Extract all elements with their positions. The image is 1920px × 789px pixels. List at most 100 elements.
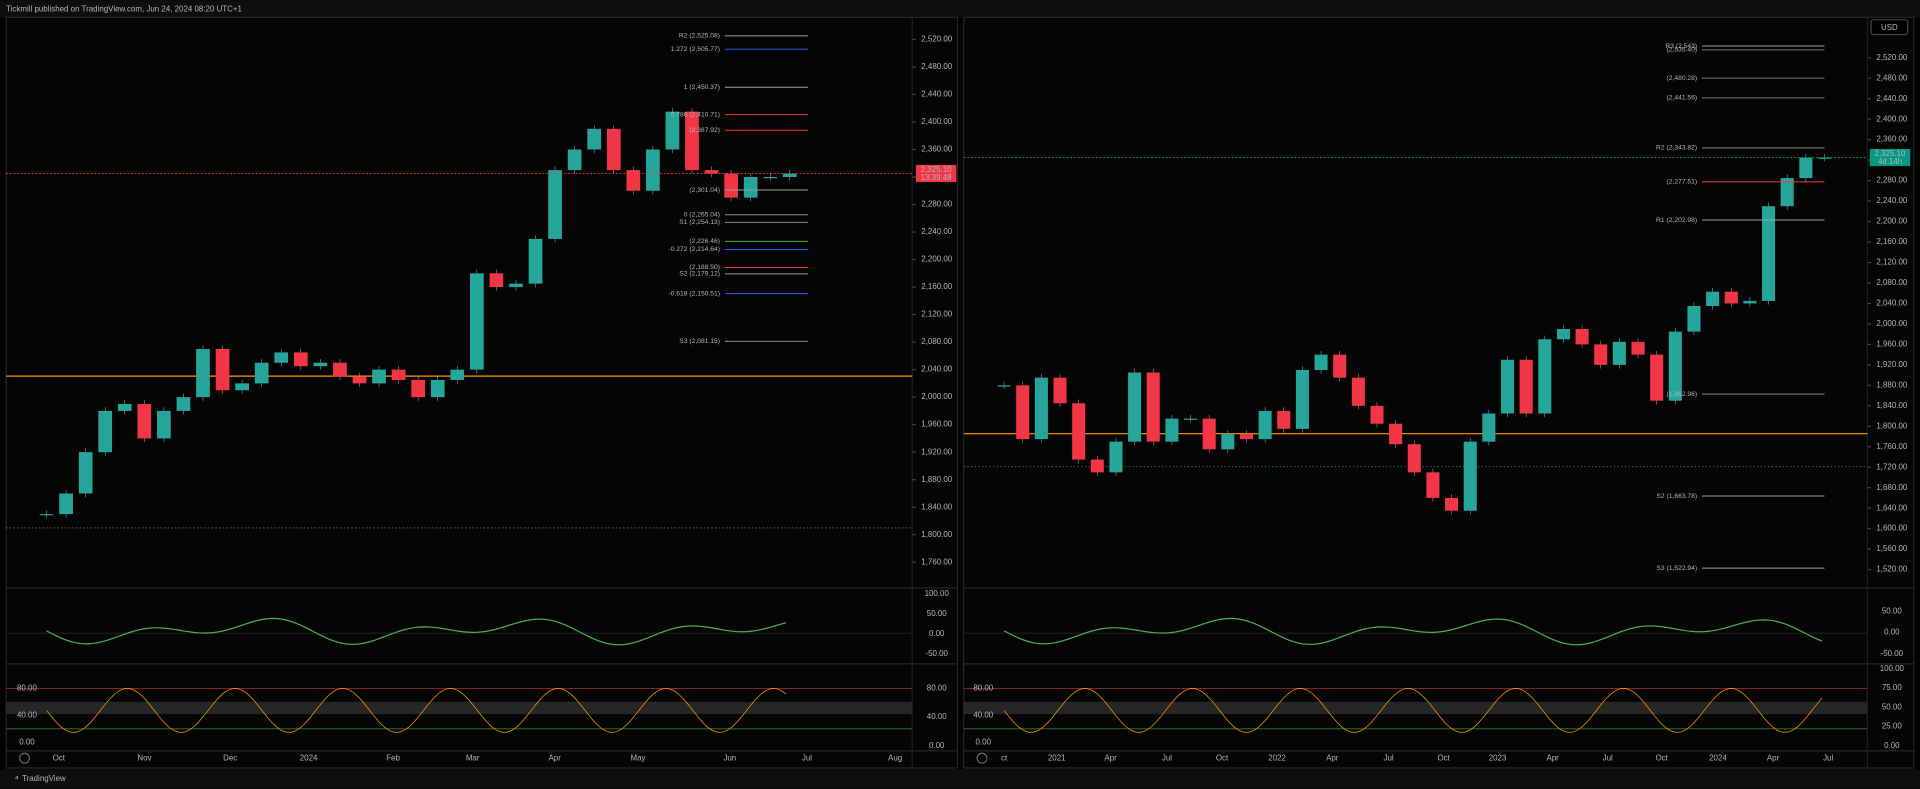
time-label: 2023 [1489, 753, 1507, 762]
header-text: Tickmill published on TradingView.com, J… [6, 4, 242, 13]
price-tick-label: 2,400.00 [921, 117, 952, 126]
footer-logo: ⁴ [15, 774, 19, 783]
osc2-tick-label: 0.00 [929, 741, 945, 750]
price-tick-label: 1,640.00 [1876, 503, 1907, 512]
osc2-inner-tick-label: 80.00 [17, 683, 37, 692]
price-tick-label: 1,920.00 [921, 447, 952, 456]
level-label: (2,277.51) [1667, 179, 1698, 186]
candle [1650, 354, 1664, 401]
time-label: Apr [1104, 753, 1117, 762]
level-label: (2,535.40) [1667, 47, 1698, 54]
osc1-tick-label: 0.00 [929, 629, 945, 638]
level-label: (2,226.46) [689, 238, 720, 245]
osc2-band [6, 701, 913, 715]
osc1-tick-label: 50.00 [1882, 606, 1902, 615]
time-label: Jul [1823, 753, 1833, 762]
price-tick-label: 2,520.00 [921, 34, 952, 43]
price-tick-label: 2,080.00 [1876, 278, 1907, 287]
price-tick-label: 1,920.00 [1876, 360, 1907, 369]
time-label: ct [1001, 753, 1008, 762]
candle [1221, 433, 1235, 450]
candle [1202, 418, 1216, 450]
price-tick-label: 2,200.00 [1876, 217, 1907, 226]
candle [1817, 157, 1832, 159]
currency-button[interactable] [1870, 19, 1909, 36]
osc2-inner-tick-label: 40.00 [17, 710, 37, 719]
time-label: Dec [223, 753, 237, 762]
candle [1370, 405, 1384, 424]
osc2-tick-label: 40.00 [927, 712, 947, 721]
candle [313, 362, 328, 367]
header-bar [0, 0, 1920, 18]
osc2-tick-label: 0.00 [1884, 741, 1900, 750]
osc2-inner-tick-label: 0.00 [976, 737, 992, 746]
level-label: -0.272 (2,214.64) [668, 246, 720, 253]
currency-label: USD [1881, 23, 1898, 32]
candle [430, 379, 445, 398]
osc2-tick-label: 100.00 [1880, 664, 1905, 673]
candle [1128, 372, 1142, 442]
level-label: 1 (2,450.37) [684, 84, 720, 91]
osc1-tick-label: -50.00 [925, 649, 948, 658]
candle [1314, 354, 1328, 370]
candle [1016, 385, 1030, 440]
osc1-line [1003, 617, 1823, 646]
pane-settings-button[interactable] [18, 752, 31, 764]
price-tick-label: 2,000.00 [921, 392, 952, 401]
price-tick-label: 2,480.00 [921, 62, 952, 71]
level-label: S2 (2,179.12) [679, 271, 720, 278]
price-tick-label: 1,680.00 [1876, 483, 1907, 492]
price-tick-label: 2,360.00 [921, 145, 952, 154]
candle [763, 176, 778, 179]
osc2-band [963, 701, 1868, 715]
candle [587, 128, 602, 150]
time-label: Apr [1326, 753, 1339, 762]
candle [157, 410, 171, 439]
price-tick-label: 2,280.00 [921, 200, 952, 209]
candle [176, 397, 191, 411]
time-label: May [630, 753, 645, 762]
candle [411, 379, 426, 398]
price-tick-label: 1,760.00 [921, 557, 952, 566]
candle [1034, 377, 1048, 440]
candle [1277, 410, 1291, 429]
price-tick-label: 1,960.00 [921, 420, 952, 429]
price-tick-label: 2,240.00 [921, 227, 952, 236]
candle [235, 383, 249, 391]
candle [137, 404, 152, 439]
price-badge-timer: 4d 14h [1878, 157, 1902, 166]
level-label: -0.618 (2,150.51) [668, 290, 720, 297]
candle [98, 410, 113, 453]
candle [1706, 291, 1720, 307]
candle [1090, 459, 1104, 473]
candle [372, 369, 386, 384]
level-label: S3 (1,522.94) [1656, 565, 1697, 572]
candle [450, 369, 465, 380]
candle [1445, 497, 1459, 511]
price-badge-value: 2,325.10 [921, 165, 952, 174]
level-label: 1.272 (2,505.77) [671, 46, 720, 53]
candle [293, 352, 308, 367]
price-tick-label: 1,960.00 [1876, 339, 1907, 348]
price-badge [1869, 148, 1911, 167]
time-label: Jun [723, 753, 736, 762]
time-label: Apr [1546, 753, 1559, 762]
candle [548, 170, 562, 239]
price-tick-label: 1,560.00 [1876, 544, 1907, 553]
time-label: 2024 [300, 753, 318, 762]
candle [1687, 306, 1701, 332]
time-label: Oct [1216, 753, 1229, 762]
osc1-line [46, 617, 787, 646]
candle [489, 273, 504, 288]
osc2-tick-label: 80.00 [927, 683, 947, 692]
price-badge-value: 2,325.10 [1875, 149, 1906, 158]
price-tick-label: 2,160.00 [1876, 237, 1907, 246]
osc1-tick-label: 100.00 [925, 589, 950, 598]
candle [1724, 291, 1738, 304]
level-label: R2 (2,343.82) [1656, 145, 1697, 152]
pane-settings-button[interactable] [976, 752, 988, 764]
level-label: R2 (2,525.08) [679, 33, 720, 40]
candle [704, 170, 719, 174]
osc2-inner-tick-label: 80.00 [973, 683, 993, 692]
osc2-tick-label: 25.00 [1882, 722, 1902, 731]
